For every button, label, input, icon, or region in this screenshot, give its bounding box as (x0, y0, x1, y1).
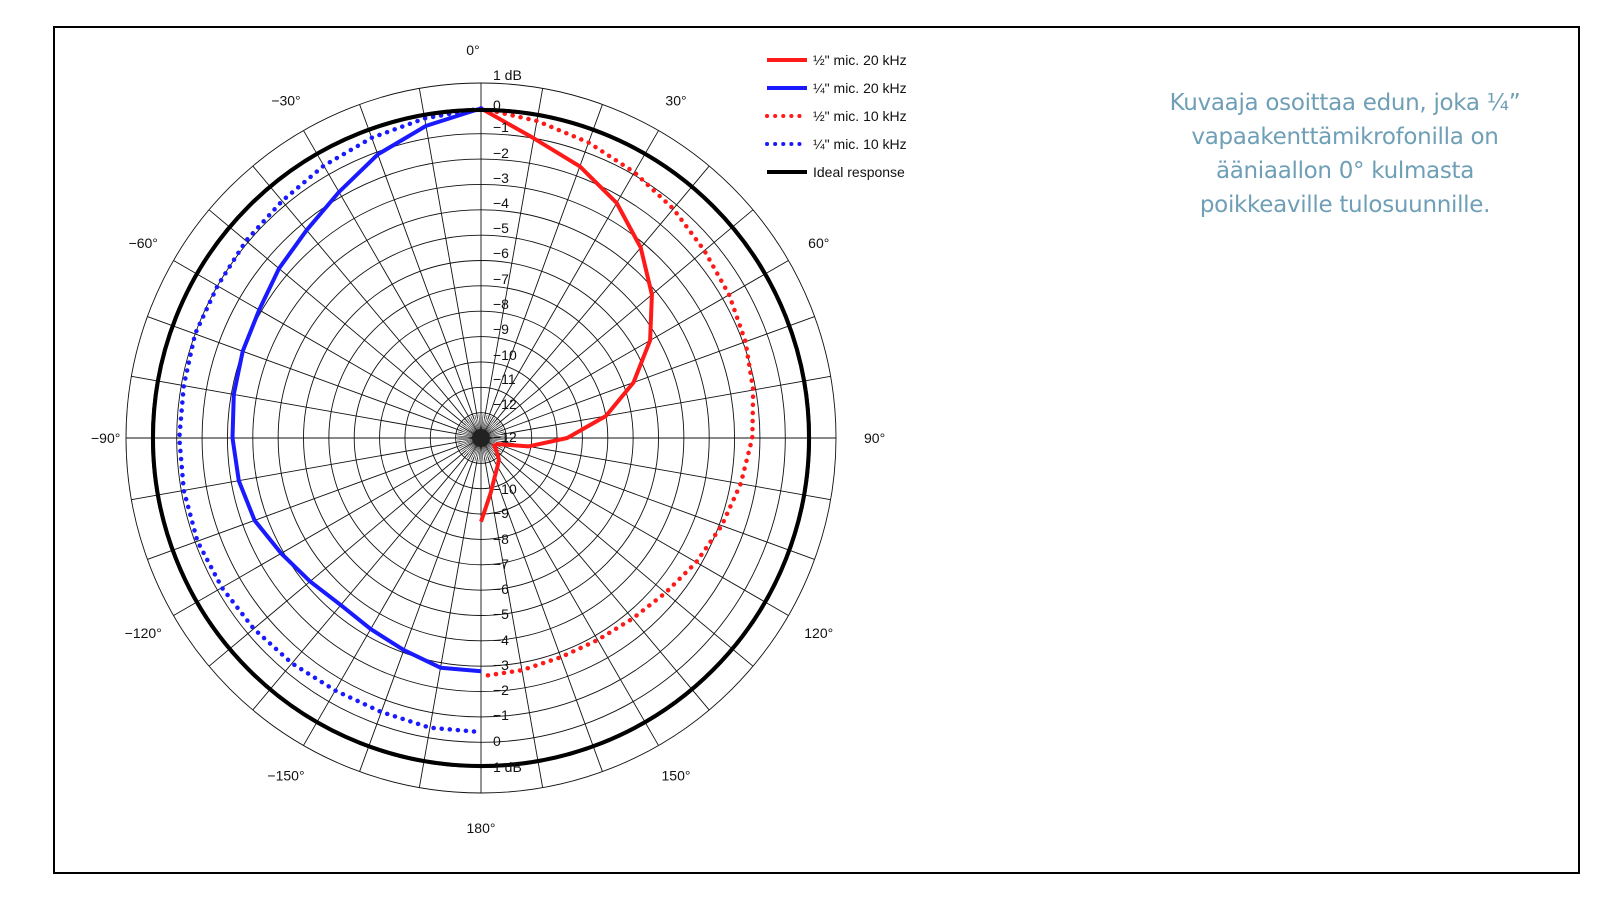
series-line-ideal-response (151, 108, 811, 768)
scale-label: 0 (493, 733, 501, 749)
scale-label: −4 (493, 632, 509, 648)
grid-spoke (496, 450, 754, 667)
grid-spoke (131, 375, 462, 435)
grid-spoke (208, 209, 466, 426)
grid-spoke (147, 316, 463, 432)
caption-line: poikkeaville tulosuunnille. (1199, 192, 1491, 218)
angle-label: 60° (808, 235, 829, 251)
scale-label: −5 (493, 220, 509, 236)
legend-label: ¼" mic. 20 kHz (813, 80, 907, 96)
scale-label: −3 (493, 657, 509, 673)
grid-spoke (484, 130, 659, 432)
polar-chart: 1 dB0−1−2−3−4−5−6−7−8−9−10−11−12−12−10−9… (91, 42, 907, 836)
grid-spoke (487, 104, 603, 420)
grid-spoke (173, 260, 475, 435)
scale-label: 1 dB (493, 67, 522, 83)
caption-line: vapaakenttämikrofonilla on (1191, 124, 1499, 150)
legend-label: Ideal response (813, 164, 905, 180)
grid-spoke (303, 444, 478, 746)
grid-spoke (484, 457, 544, 788)
series-group (151, 106, 811, 768)
angle-label: 120° (804, 625, 833, 641)
grid-spoke (418, 457, 478, 788)
scale-label: −10 (493, 347, 517, 363)
scale-label: −1 (493, 707, 509, 723)
scale-label: −2 (493, 145, 509, 161)
grid-spoke (484, 88, 544, 419)
grid-spoke (500, 441, 831, 501)
scale-label: 0 (493, 97, 501, 113)
scale-label: −7 (493, 556, 509, 572)
scale-label: −1 (493, 119, 509, 135)
scale-label: −3 (493, 170, 509, 186)
legend-label: ¼" mic. 10 kHz (813, 136, 907, 152)
legend-label: ½" mic. 10 kHz (813, 108, 907, 124)
grid-spoke (487, 260, 789, 435)
scale-label: −7 (493, 271, 509, 287)
chart-frame: 1 dB 0 −1 −2 −3 −4 −5 −6 −7 −8 −9 −10 −11 −12 −12 −10 −9… (53, 26, 1580, 874)
grid-spoke (208, 450, 466, 667)
angle-label: −150° (267, 768, 304, 784)
angle-label: −90° (91, 430, 120, 446)
grid-spoke (359, 104, 475, 420)
grid-spoke (487, 456, 603, 772)
angle-labels: 0°30°60°90°120°150°180°−150°−120°−90°−60… (91, 42, 885, 836)
grid-spoke (359, 456, 475, 772)
grid-hub (472, 429, 490, 447)
scale-label: −5 (493, 606, 509, 622)
scale-label: −9 (493, 505, 509, 521)
angle-label: 30° (665, 92, 686, 108)
grid-spoke (131, 441, 462, 501)
scale-label: −4 (493, 195, 509, 211)
caption-text: Kuvaaja osoittaa edun, joka ¼” vapaakent… (1095, 86, 1595, 222)
scale-label: −11 (493, 371, 516, 387)
legend-label: ½" mic. 20 kHz (813, 52, 907, 68)
grid-spoke (493, 165, 710, 423)
scale-label: −9 (493, 321, 509, 337)
series-line-3 (177, 106, 484, 735)
angle-label: −60° (129, 235, 158, 251)
grid-spoke (487, 441, 789, 616)
scale-label: −2 (493, 682, 509, 698)
caption-line: ääniaallon 0° kulmasta (1215, 158, 1475, 184)
grid-spoke (500, 375, 831, 435)
series-line-1 (230, 106, 482, 674)
angle-label: 150° (662, 768, 691, 784)
caption-line: Kuvaaja osoittaa edun, joka ¼” (1169, 90, 1521, 116)
scale-labels: 1 dB0−1−2−3−4−5−6−7−8−9−10−11−12−12−10−9… (493, 67, 522, 775)
grid-spoke (499, 316, 815, 432)
scale-label: −12 (493, 396, 517, 412)
scale-label: −8 (493, 531, 509, 547)
grid-spoke (499, 444, 815, 560)
grid-spoke (484, 444, 659, 746)
angle-label: −30° (271, 92, 300, 108)
angle-label: −120° (125, 625, 162, 641)
angle-label: 90° (864, 430, 885, 446)
series-line-2 (478, 106, 756, 679)
grid-spoke (418, 88, 478, 419)
series-line-0 (479, 106, 654, 523)
grid-spoke (496, 209, 754, 426)
scale-label: −6 (493, 581, 509, 597)
grid-spoke (493, 453, 710, 711)
scale-label: −12 (493, 429, 517, 445)
scale-label: −8 (493, 296, 509, 312)
grid-spoke (303, 130, 478, 432)
scale-label: −10 (493, 481, 517, 497)
grid-group (125, 82, 837, 794)
grid-spoke (147, 444, 463, 560)
angle-label: 180° (467, 820, 496, 836)
angle-label: 0° (466, 42, 479, 58)
scale-label: −6 (493, 245, 509, 261)
scale-label: 1 dB (493, 759, 522, 775)
legend: ½" mic. 20 kHz ¼" mic. 20 kHz ½" mic. 10 k… (765, 52, 907, 180)
grid-spoke (252, 453, 469, 711)
grid-spoke (252, 165, 469, 423)
